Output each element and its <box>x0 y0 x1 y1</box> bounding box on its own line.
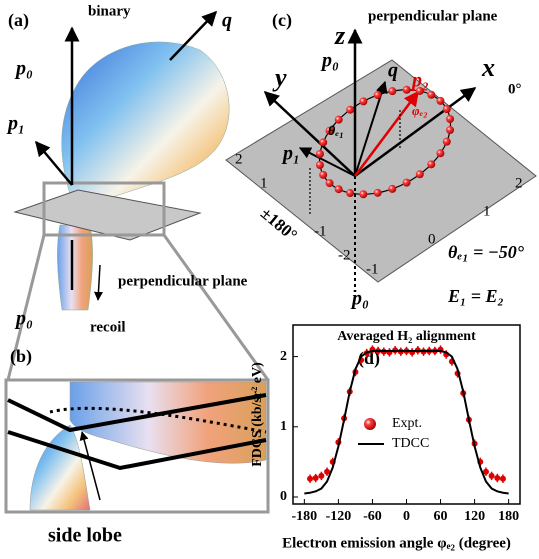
panel-label: (a) <box>8 10 29 31</box>
y-tick-label: 1 <box>280 419 287 434</box>
x-tick-label: 120 <box>464 509 485 524</box>
tick-label: -2 <box>338 247 351 263</box>
label: perpendicular plane <box>118 273 248 289</box>
dot <box>359 190 367 198</box>
dot <box>446 126 454 134</box>
vector-label: q <box>388 60 398 82</box>
tick-label: -1 <box>366 261 379 277</box>
tick-label: -1 <box>314 223 327 239</box>
dot <box>427 91 435 99</box>
dot <box>436 149 444 157</box>
dot <box>388 185 396 193</box>
figure: (a) binary q p₀ p₁ perpendicular plane p… <box>0 0 539 559</box>
marker <box>489 473 495 479</box>
legend-label: TDCC <box>392 436 429 451</box>
vector-label: q <box>222 10 232 32</box>
label: recoil <box>90 319 126 335</box>
panel-c: (c) z perpendicular plane p₀ q x 0° p₂ φ… <box>226 8 536 309</box>
dot <box>403 86 411 94</box>
vector-label: p₁ <box>6 113 25 135</box>
dot <box>335 185 343 193</box>
dot <box>374 91 382 99</box>
dot <box>436 97 444 105</box>
panel-b: (b) side lobe <box>6 346 268 546</box>
dot <box>346 106 354 114</box>
dot <box>319 171 327 179</box>
zoom-line <box>164 235 268 380</box>
dot <box>427 160 435 168</box>
dot <box>359 97 367 105</box>
legend-label: Expt. <box>392 416 422 431</box>
dot <box>316 150 324 158</box>
tick-label: 1 <box>483 203 491 219</box>
dot <box>446 115 454 123</box>
x-tick-label: -180 <box>292 509 318 524</box>
label: perpendicular plane <box>368 8 498 24</box>
panel-d: -180 -120 -60 0 60 120 180 0 1 2 Averaged H₂ align… <box>250 325 520 551</box>
vector-label: p₀ <box>320 50 339 72</box>
label: side lobe <box>48 525 122 547</box>
x-tick-label: 0 <box>403 509 410 524</box>
tick-label: 2 <box>515 175 523 191</box>
marker <box>318 473 324 479</box>
dot <box>319 138 327 146</box>
marker <box>500 476 506 482</box>
marker <box>307 476 313 482</box>
panel-a: (a) binary q p₀ p₁ perpendicular plane p… <box>6 3 268 380</box>
legend-marker <box>364 418 376 430</box>
marker <box>313 475 319 481</box>
axis-label: z <box>334 21 346 50</box>
tick-label: 1 <box>260 175 268 191</box>
label: E₁ = E₂ <box>447 286 504 306</box>
y-axis-label: FDCS (kb/sr² eV) <box>250 362 265 467</box>
recoil-pointer <box>98 265 100 300</box>
axis-label: x <box>481 53 495 82</box>
dot <box>335 116 343 124</box>
label: 0° <box>508 81 522 97</box>
y-tick-label: 2 <box>280 349 287 364</box>
dot <box>443 105 451 113</box>
vector-label: p₁ <box>281 143 300 165</box>
dot <box>416 170 424 178</box>
axis-label: y <box>272 63 287 92</box>
x-tick-label: -60 <box>363 509 382 524</box>
dot <box>326 179 334 187</box>
label: θₑ₁ = −50° <box>448 242 525 262</box>
dot <box>374 189 382 197</box>
tick-label: 0 <box>428 231 436 247</box>
x-tick-label: 180 <box>498 509 519 524</box>
vector-label: p₂ <box>410 70 429 92</box>
x-tick-label: -120 <box>326 509 352 524</box>
vector-label: p₀ <box>14 308 33 330</box>
vector-label: p₀ <box>14 58 33 80</box>
chart-title: Averaged H₂ alignment <box>337 329 476 344</box>
panel-label: (c) <box>272 10 292 31</box>
marker <box>494 475 500 481</box>
recoil-lobe <box>57 225 92 310</box>
dot <box>403 179 411 187</box>
x-axis-label: Electron emission angle φₑ₂ (degree) <box>282 535 511 551</box>
tick-label: 2 <box>235 151 243 167</box>
dot <box>346 189 354 197</box>
panel-label: (b) <box>10 346 32 367</box>
dot <box>443 138 451 146</box>
vector-label: p₀ <box>350 288 369 310</box>
binary-lobe <box>62 42 229 212</box>
dot <box>316 161 324 169</box>
label: φₑ₂ <box>412 103 428 118</box>
y-tick-label: 0 <box>280 489 287 504</box>
dot <box>388 87 396 95</box>
x-tick-label: 60 <box>434 509 448 524</box>
label: binary <box>88 3 131 19</box>
label: θₑ₁ <box>328 124 344 139</box>
